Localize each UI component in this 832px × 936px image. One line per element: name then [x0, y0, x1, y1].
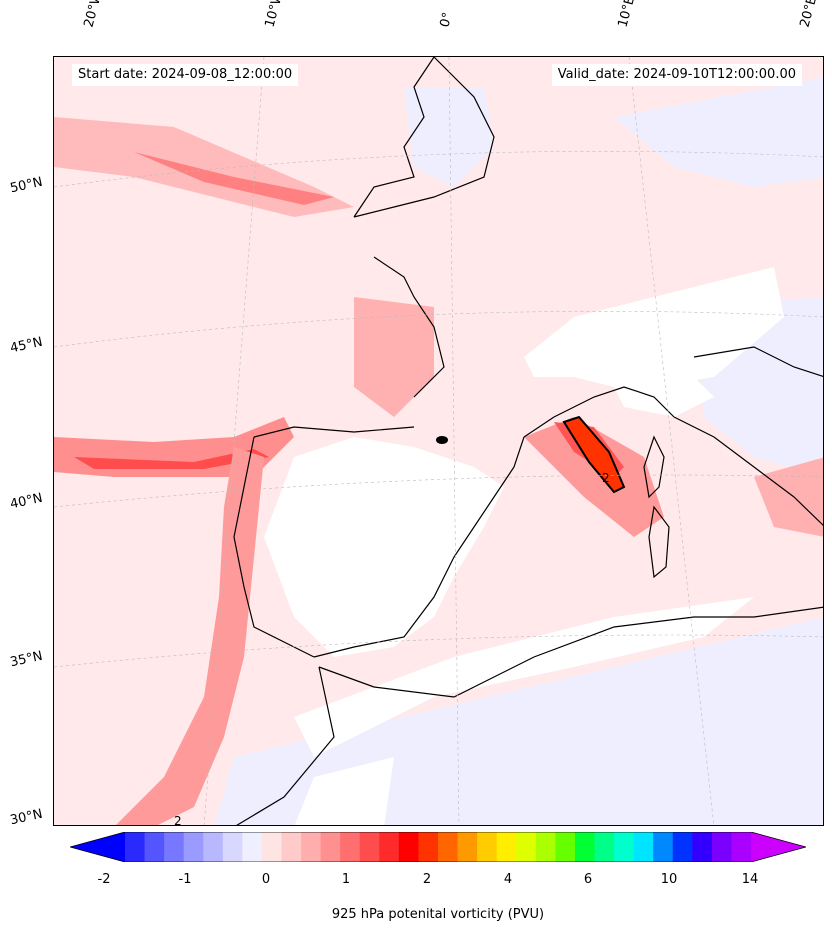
lon-label-20e: 20°E: [797, 0, 821, 30]
coastline-corsica: [643, 435, 665, 499]
colorbar-segment: [653, 832, 674, 862]
colorbar-tick-1: 1: [341, 872, 351, 887]
colorbar-segment: [359, 832, 380, 862]
pv-band-biscay: [354, 297, 434, 417]
pv-maximum-patch: [562, 415, 626, 494]
colorbar-label: 925 hPa potenital vorticity (PVU): [331, 907, 545, 922]
colorbar-segment: [672, 832, 693, 862]
colorbar-segment: [477, 832, 498, 862]
graticule-lat-45: [54, 310, 823, 348]
colorbar-segment: [125, 832, 146, 862]
lon-label-10e: 10°E: [615, 0, 639, 30]
colorbar-segment: [379, 832, 400, 862]
colorbar-segment: [320, 832, 341, 862]
pv-band-gulf-of-lion: [524, 417, 664, 537]
colorbar-tick-2: 2: [422, 872, 432, 887]
low-pv-britain: [404, 87, 494, 187]
coastline-morocco-west: [236, 666, 335, 825]
coastline-sardinia: [648, 505, 670, 579]
colorbar-segment: [144, 832, 165, 862]
coastline-north-africa: [318, 606, 823, 698]
white-area-north-italy: [614, 377, 714, 417]
start-date-label: Start date: 2024-09-08_12:00:00: [72, 64, 299, 86]
colorbar-segment: [535, 832, 556, 862]
colorbar-segment: [711, 832, 732, 862]
pv-band-adriatic: [754, 457, 823, 537]
colorbar-segment: [222, 832, 243, 862]
colorbar-segment: [398, 832, 419, 862]
colorbar-segment: [574, 832, 595, 862]
colorbar-segment: [516, 832, 537, 862]
colorbar-segment: [614, 832, 635, 862]
colorbar: [70, 832, 806, 862]
contour-label-sw: 2: [174, 814, 182, 826]
lat-label-45n: 45°N: [8, 334, 44, 357]
white-area-alps: [524, 267, 784, 387]
white-area-atlas: [294, 757, 394, 825]
colorbar-segment: [496, 832, 517, 862]
colorbar-segments: [125, 832, 752, 862]
colorbar-tick-0: 0: [261, 872, 271, 887]
pv-field-map: 2 2: [54, 57, 823, 826]
contour-closed-dot: [436, 436, 448, 444]
coastline-italy-west: [673, 416, 823, 526]
colorbar-left-arrow: [70, 832, 125, 862]
graticule: [54, 57, 823, 825]
graticule-lat-35: [54, 634, 823, 668]
colorbar-segment: [457, 832, 478, 862]
coastline-adriatic: [693, 346, 823, 377]
lon-label-20w: 20°W: [81, 0, 106, 29]
colorbar-segment: [555, 832, 576, 862]
colorbar-tick-10: 10: [660, 872, 678, 887]
lat-label-40n: 40°N: [8, 490, 44, 513]
lat-label-30n: 30°N: [8, 806, 44, 829]
map-panel: 2 2: [53, 56, 824, 826]
coastlines: [233, 57, 823, 825]
pv-band-iberian-north-core: [74, 449, 269, 469]
colorbar-segment: [203, 832, 224, 862]
colorbar-segment: [183, 832, 204, 862]
coastline-france-west: [373, 256, 445, 398]
pv-band-north-atlantic-core: [134, 152, 334, 205]
colorbar-segment: [261, 832, 282, 862]
colorbar-segment: [731, 832, 752, 862]
colorbar-tick-6: 6: [583, 872, 593, 887]
colorbar-segment: [242, 832, 263, 862]
coastline-britain-west: [353, 57, 435, 218]
coastline-gulf-of-lion: [523, 386, 675, 438]
colorbar-segment: [340, 832, 361, 862]
coastline-iberia-north: [253, 426, 415, 438]
lat-label-35n: 35°N: [8, 648, 44, 671]
colorbar-tick-neg1: -1: [178, 872, 192, 887]
graticule-lat-50: [54, 150, 823, 188]
colorbar-tick-14: 14: [741, 872, 759, 887]
colorbar-segment: [301, 832, 322, 862]
colorbar-segment: [692, 832, 713, 862]
coastline-iberia-east: [313, 436, 525, 658]
valid-date-label: Valid_date: 2024-09-10T12:00:00.00: [551, 64, 802, 86]
pv-band-iberian-west: [116, 447, 264, 825]
colorbar-segment: [594, 832, 615, 862]
lat-label-50n: 50°N: [8, 174, 44, 197]
lon-label-0: 0°: [437, 10, 456, 30]
graticule-lon-0: [448, 57, 460, 825]
colorbar-segment: [281, 832, 302, 862]
coastline-britain-east: [353, 57, 495, 218]
white-area-iberia: [264, 437, 504, 657]
contour-label: 2: [602, 471, 610, 485]
low-pv-central-europe: [614, 77, 823, 187]
white-area-north-africa: [294, 597, 754, 757]
colorbar-segment: [633, 832, 654, 862]
colorbar-right-arrow: [751, 832, 806, 862]
colorbar-tick-4: 4: [503, 872, 513, 887]
colorbar-segment: [438, 832, 459, 862]
colorbar-tick-neg2: -2: [97, 872, 111, 887]
lon-label-10w: 10°W: [262, 0, 287, 29]
colorbar-segment: [418, 832, 439, 862]
graticule-lon-10w: [203, 57, 265, 825]
colorbar-segment: [164, 832, 185, 862]
graticule-lat-40: [54, 474, 823, 508]
